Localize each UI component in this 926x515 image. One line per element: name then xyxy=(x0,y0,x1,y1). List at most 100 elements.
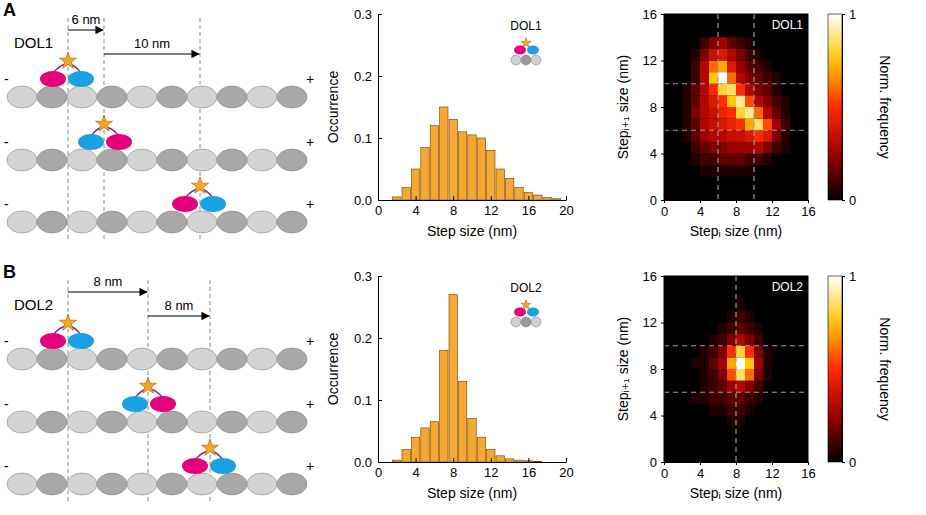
dye-star xyxy=(191,177,208,193)
tubulin xyxy=(67,411,97,433)
tick-mark xyxy=(378,276,382,277)
tick: 4 xyxy=(412,458,419,480)
cell xyxy=(745,95,754,107)
bar xyxy=(534,461,542,462)
tubulin xyxy=(277,411,307,433)
cell xyxy=(763,119,772,131)
tick-label: 0.2 xyxy=(354,331,372,346)
cell xyxy=(754,49,763,61)
cell xyxy=(754,381,763,393)
cell xyxy=(718,369,727,381)
bar xyxy=(468,419,476,462)
cell xyxy=(736,119,745,131)
cell xyxy=(754,369,763,381)
motor-head xyxy=(78,134,104,150)
tubulin xyxy=(217,149,247,171)
tick-label: 4 xyxy=(697,204,704,219)
cell xyxy=(754,130,763,142)
tick-mark xyxy=(808,200,809,203)
tick: 0 xyxy=(661,200,668,219)
tubulin xyxy=(67,348,97,370)
cell xyxy=(682,130,691,142)
tick-mark xyxy=(772,462,773,465)
tick-mark xyxy=(453,196,454,200)
cell xyxy=(718,37,727,49)
tick: 16 xyxy=(801,462,815,481)
cell xyxy=(754,61,763,73)
cell xyxy=(745,369,754,381)
bar xyxy=(543,198,551,200)
bar xyxy=(515,460,523,462)
cell xyxy=(700,61,709,73)
tubulin xyxy=(127,149,157,171)
tubulin xyxy=(67,211,97,233)
tick-mark xyxy=(661,369,664,370)
tick: 0.1 xyxy=(354,131,382,146)
cell xyxy=(745,72,754,84)
cell xyxy=(754,72,763,84)
tick-label: 8 xyxy=(733,466,740,481)
cell xyxy=(763,95,772,107)
y-axis: 0481216 xyxy=(643,269,665,470)
tick-label: 16 xyxy=(522,465,536,480)
tubulin xyxy=(127,211,157,233)
tick: 0 xyxy=(650,455,664,470)
bar xyxy=(421,428,429,462)
tubulin xyxy=(37,348,67,370)
motor-head xyxy=(172,196,198,212)
cell xyxy=(763,61,772,73)
cell xyxy=(754,119,763,131)
motor-head xyxy=(210,458,236,474)
cell xyxy=(754,357,763,369)
cell xyxy=(709,357,718,369)
cell xyxy=(736,334,745,346)
tick-mark xyxy=(661,61,664,62)
colorbar-title: Norm. frequency xyxy=(877,317,893,420)
tick: 0.3 xyxy=(354,269,382,284)
cell xyxy=(763,357,772,369)
cell xyxy=(691,154,700,166)
step-arrow xyxy=(104,53,199,54)
tick-mark xyxy=(842,14,845,15)
minus-end: - xyxy=(4,333,9,349)
tick-mark xyxy=(378,14,382,15)
dye-star xyxy=(201,439,218,455)
cell xyxy=(727,165,736,177)
cell xyxy=(745,37,754,49)
inset-icon xyxy=(511,300,541,327)
tubulin xyxy=(187,86,217,108)
motor-head xyxy=(106,134,132,150)
cell xyxy=(727,49,736,61)
cell xyxy=(709,37,718,49)
tick-label: 8 xyxy=(450,203,457,218)
tubulin xyxy=(187,348,217,370)
tick-label: 0.3 xyxy=(354,7,372,22)
cell xyxy=(736,107,745,119)
tick-label: 1 xyxy=(849,269,856,284)
tick: 4 xyxy=(650,408,664,423)
cell xyxy=(763,154,772,166)
cell xyxy=(727,392,736,404)
cell xyxy=(682,95,691,107)
cell xyxy=(745,392,754,404)
reference-line xyxy=(664,130,808,131)
cell xyxy=(691,119,700,131)
cell xyxy=(709,84,718,96)
tick: 12 xyxy=(484,458,498,480)
bar xyxy=(534,195,542,200)
tubulin xyxy=(217,86,247,108)
cell xyxy=(745,154,754,166)
bar xyxy=(468,135,476,200)
colorbar-axis: 01 xyxy=(842,7,856,208)
tick-label: 4 xyxy=(650,408,657,423)
cell xyxy=(736,416,745,428)
x-axis-title: Step size (nm) xyxy=(427,223,517,239)
reference-line xyxy=(664,83,808,84)
cell xyxy=(781,107,790,119)
tick: 0.2 xyxy=(354,331,382,346)
tubulin xyxy=(187,211,217,233)
bar xyxy=(524,193,532,200)
bar xyxy=(505,178,513,200)
cell xyxy=(763,369,772,381)
cell xyxy=(718,95,727,107)
